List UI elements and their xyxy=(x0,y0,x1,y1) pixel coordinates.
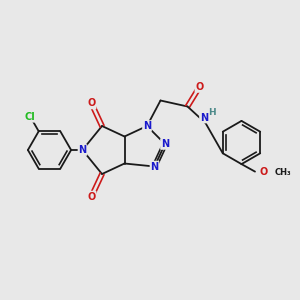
Text: H: H xyxy=(208,108,216,117)
Text: CH₃: CH₃ xyxy=(274,168,291,177)
Text: N: N xyxy=(200,112,208,123)
Text: O: O xyxy=(195,82,204,92)
Text: O: O xyxy=(87,191,96,202)
Text: N: N xyxy=(161,139,169,149)
Text: N: N xyxy=(78,145,87,155)
Text: Cl: Cl xyxy=(24,112,35,122)
Text: N: N xyxy=(143,121,151,131)
Text: O: O xyxy=(259,167,268,177)
Text: O: O xyxy=(87,98,96,109)
Text: N: N xyxy=(150,161,159,172)
